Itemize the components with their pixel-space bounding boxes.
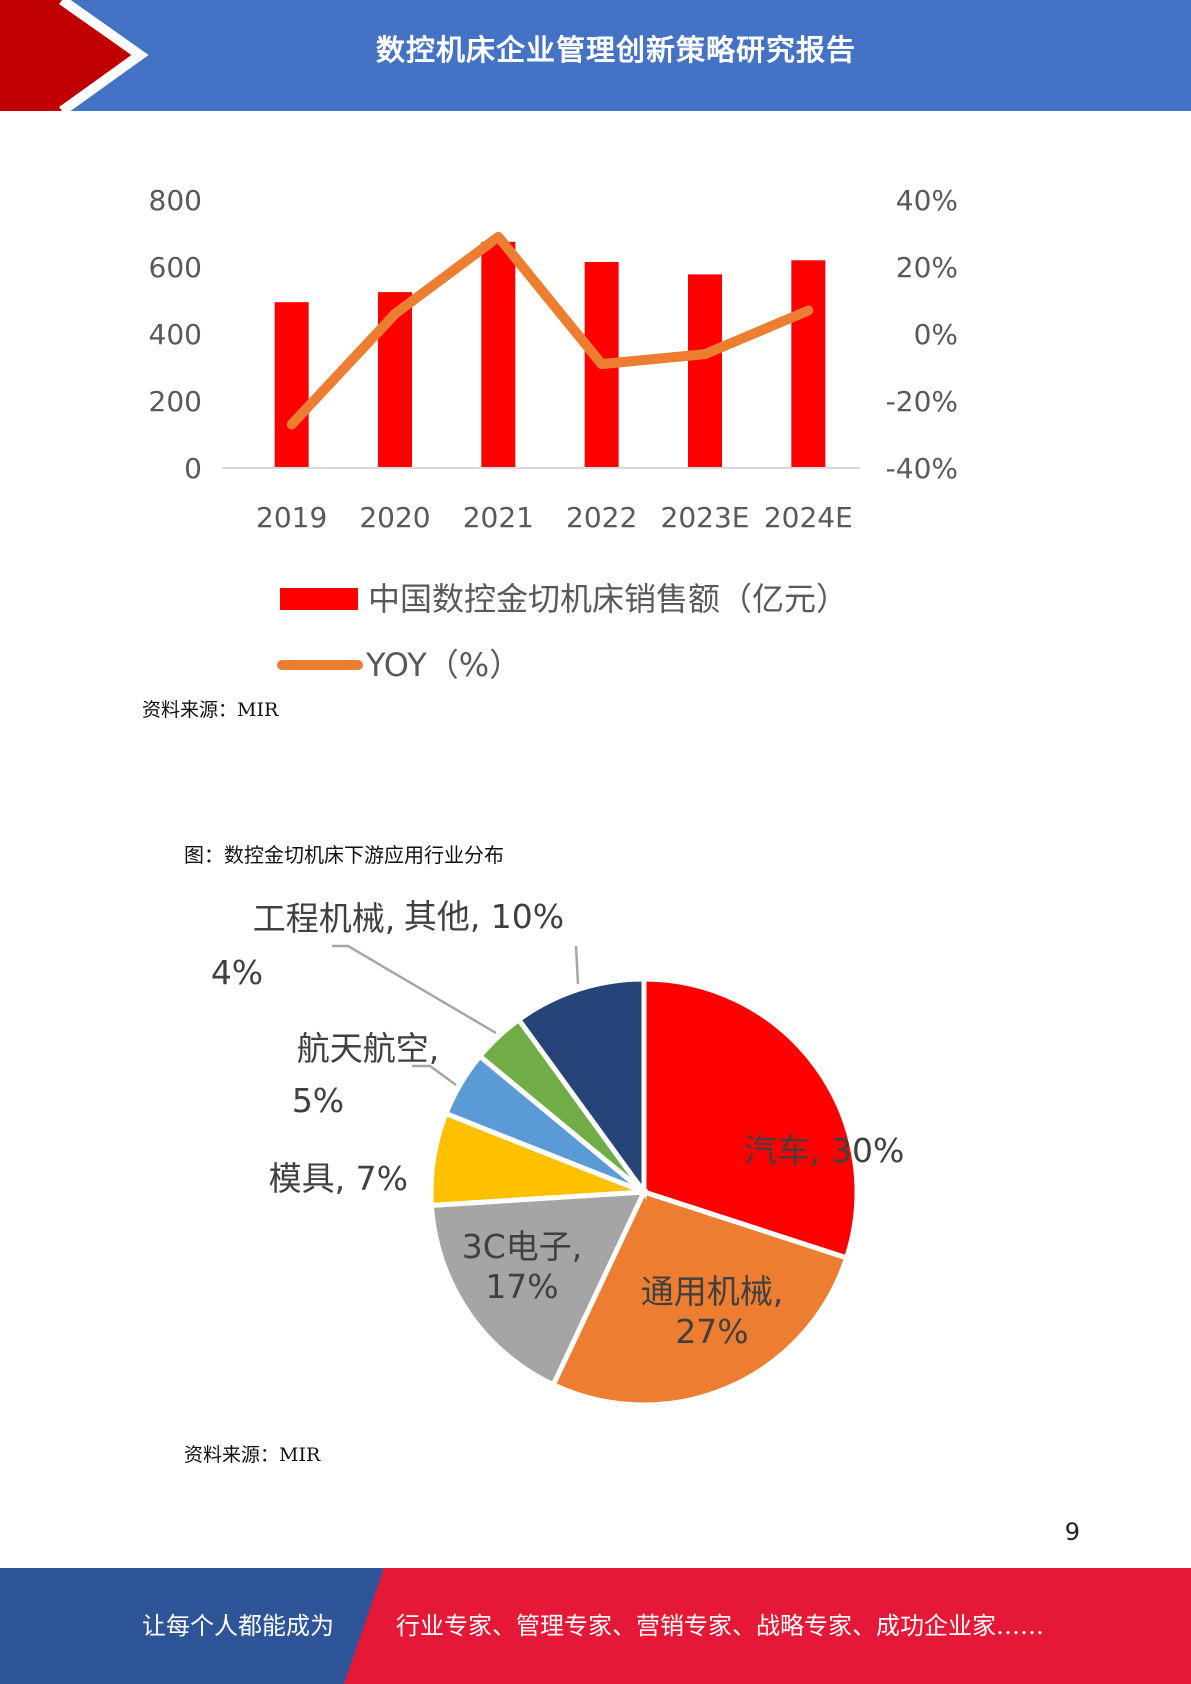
figure-caption: 图：数控金切机床下游应用行业分布 (184, 843, 504, 867)
report-title: 数控机床企业管理创新策略研究报告 (375, 33, 856, 67)
y-right-tick-label: 20% (896, 251, 958, 284)
source-note-2: 资料来源：MIR (184, 1444, 321, 1466)
pie-slice-label: 航天航空, 5% (292, 1029, 439, 1120)
y-right-tick-label: -40% (886, 452, 958, 485)
pie-slice-label: 汽车, 30% (744, 1131, 904, 1170)
sales-bar (688, 274, 722, 468)
header-banner (0, 0, 1191, 111)
page-footer: 让每个人都能成为 行业专家、管理专家、营销专家、战略专家、成功企业家…… (0, 1568, 1191, 1684)
y-right-tick-label: 0% (914, 318, 958, 351)
leader-line (574, 945, 580, 985)
sales-bar (274, 302, 309, 468)
footer-slogan-right: 行业专家、管理专家、营销专家、战略专家、成功企业家…… (396, 1612, 1044, 1640)
downstream-pie-chart: 汽车, 30% 通用机械, 27% 3C电子, 17% 模具, 7% 航天航空, 5% 工程机械… (130, 880, 990, 1420)
source-note-1: 资料来源：MIR (142, 699, 279, 721)
x-tick-label: 2020 (359, 501, 430, 534)
pie-slice-label: 其他, 10% (404, 897, 564, 936)
y-right-tick-label: -20% (886, 385, 958, 418)
footer-slogan-left: 让每个人都能成为 (142, 1612, 334, 1640)
legend-bar-swatch (280, 588, 358, 610)
y-left-tick-label: 800 (149, 184, 202, 217)
pie-slice (515, 976, 647, 1200)
pie-slice-label: 3C电子, 17% (462, 1227, 583, 1306)
downstream-pie-chart-svg: 汽车, 30% 通用机械, 27% 3C电子, 17% 模具, 7% 航天航空, 5% 工程机械… (211, 897, 904, 1408)
footer-banner (0, 1568, 1191, 1684)
pie-slice-label: 通用机械, 27% (641, 1272, 784, 1351)
page-header: 数控机床企业管理创新策略研究报告 (0, 0, 1191, 111)
sales-combo-chart-svg: 0 200 400 600 800 -40% -20% 0% 20% 40% 2019 2020 202… (149, 184, 958, 684)
y-left-tick-label: 400 (149, 318, 202, 351)
y-left-tick-label: 600 (149, 251, 202, 284)
yoy-line (286, 231, 814, 430)
y-left-tick-label: 0 (184, 452, 202, 485)
x-tick-label: 2019 (256, 501, 327, 534)
sales-bar (791, 260, 826, 468)
page-number: 9 (1064, 1518, 1080, 1546)
sales-bar (481, 241, 516, 468)
x-tick-label: 2022 (566, 501, 637, 534)
pie-slice (641, 976, 860, 1261)
legend-bar-label: 中国数控金切机床销售额（亿元） (368, 580, 848, 618)
sales-combo-chart: 0 200 400 600 800 -40% -20% 0% 20% 40% 2019 2020 202… (120, 160, 1080, 700)
legend-line-label: YOY（%） (365, 646, 521, 684)
pie-slice (549, 1188, 850, 1408)
leader-line (332, 944, 497, 1035)
x-tick-label: 2021 (463, 501, 534, 534)
pie-slice (428, 1189, 649, 1389)
pie-slice-label: 模具, 7% (269, 1159, 408, 1198)
leader-line (412, 1064, 457, 1087)
x-tick-label: 2023E (661, 501, 750, 534)
x-tick-label: 2024E (764, 501, 853, 534)
y-right-tick-label: 40% (896, 184, 958, 217)
y-left-tick-label: 200 (149, 385, 202, 418)
pie-slice-label: 工程机械, 4% (211, 899, 395, 992)
